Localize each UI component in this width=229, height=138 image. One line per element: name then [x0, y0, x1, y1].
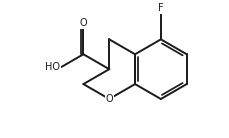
Text: HO: HO [45, 62, 60, 72]
Text: O: O [79, 18, 87, 28]
Text: F: F [157, 3, 163, 13]
Text: O: O [105, 94, 112, 104]
